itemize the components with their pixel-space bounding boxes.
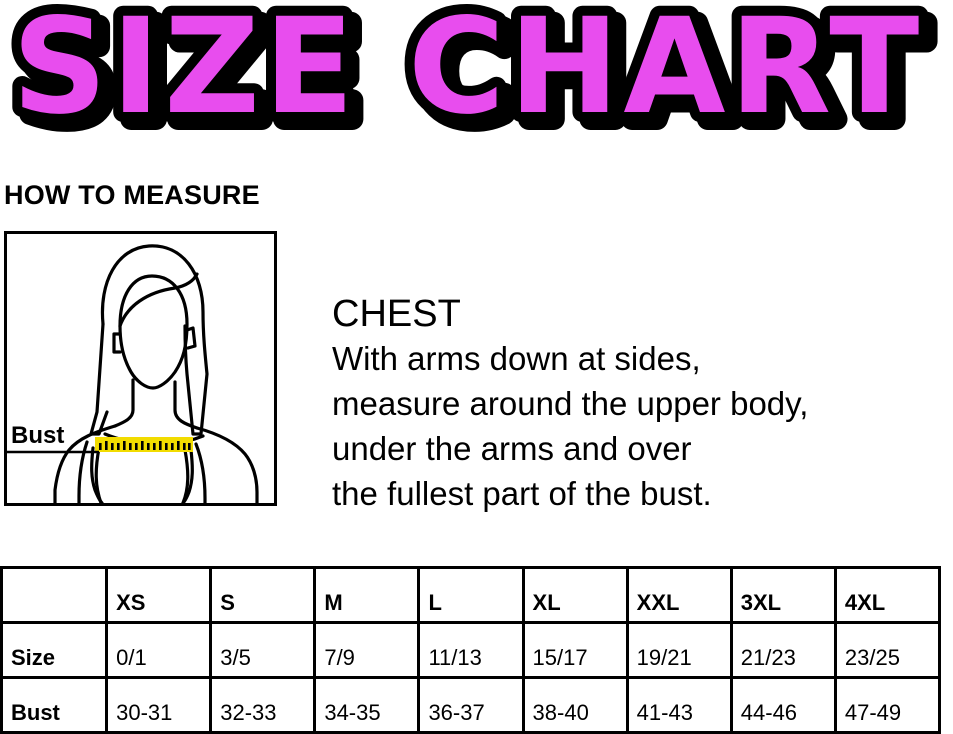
table-row-size: Size 0/1 3/5 7/9 11/13 15/17 19/21 21/23… <box>0 621 942 679</box>
size-value-l: 11/13 <box>417 621 525 679</box>
size-value-3xl: 21/23 <box>729 621 837 679</box>
row-label-bust: Bust <box>0 676 109 734</box>
chest-heading: CHEST <box>332 293 461 335</box>
size-table-container: XS S M L XL XXL 3XL 4XL Size 0/1 3/5 7/9… <box>0 566 942 734</box>
chest-description-line-2: measure around the upper body, <box>332 385 809 422</box>
table-header-row: XS S M L XL XXL 3XL 4XL <box>0 566 942 624</box>
bust-value-l: 36-37 <box>417 676 525 734</box>
table-corner-cell <box>0 566 109 624</box>
header-cell-4xl: 4XL <box>833 566 942 624</box>
chest-description-block: CHEST With arms down at sides, measure a… <box>332 292 932 516</box>
measurement-illustration-box <box>4 231 277 506</box>
bust-value-s: 32-33 <box>209 676 317 734</box>
table-row-bust: Bust 30-31 32-33 34-35 36-37 38-40 41-43… <box>0 676 942 734</box>
female-torso-figure-icon <box>7 244 259 503</box>
bust-value-xxl: 41-43 <box>625 676 733 734</box>
chest-description-line-1: With arms down at sides, <box>332 340 701 377</box>
size-value-m: 7/9 <box>313 621 421 679</box>
header-cell-xxl: XXL <box>625 566 733 624</box>
size-value-s: 3/5 <box>209 621 317 679</box>
size-table: XS S M L XL XXL 3XL 4XL Size 0/1 3/5 7/9… <box>0 566 942 734</box>
chest-description-line-3: under the arms and over <box>332 430 692 467</box>
size-value-xl: 15/17 <box>521 621 629 679</box>
chest-description-line-4: the fullest part of the bust. <box>332 475 712 512</box>
bust-value-4xl: 47-49 <box>833 676 942 734</box>
bust-value-m: 34-35 <box>313 676 421 734</box>
header-cell-s: S <box>209 566 317 624</box>
bust-value-xs: 30-31 <box>105 676 213 734</box>
bust-value-xl: 38-40 <box>521 676 629 734</box>
bust-value-3xl: 44-46 <box>729 676 837 734</box>
header-cell-l: L <box>417 566 525 624</box>
size-chart-title-art: SIZE CHART SIZE CHART SIZE CHART <box>2 0 938 150</box>
title-fill: SIZE CHART <box>12 0 923 144</box>
how-to-measure-heading: HOW TO MEASURE <box>4 180 260 210</box>
header-cell-m: M <box>313 566 421 624</box>
page-title-banner: SIZE CHART SIZE CHART SIZE CHART <box>0 0 953 150</box>
size-value-4xl: 23/25 <box>833 621 942 679</box>
title-outline: SIZE CHART <box>12 0 923 144</box>
measuring-tape-icon <box>95 437 193 452</box>
size-value-xxl: 19/21 <box>625 621 733 679</box>
header-cell-3xl: 3XL <box>729 566 837 624</box>
header-cell-xs: XS <box>105 566 213 624</box>
size-value-xs: 0/1 <box>105 621 213 679</box>
row-label-size: Size <box>0 621 109 679</box>
title-shadow: SIZE CHART <box>20 0 931 150</box>
header-cell-xl: XL <box>521 566 629 624</box>
bust-measure-label: Bust <box>11 422 65 449</box>
